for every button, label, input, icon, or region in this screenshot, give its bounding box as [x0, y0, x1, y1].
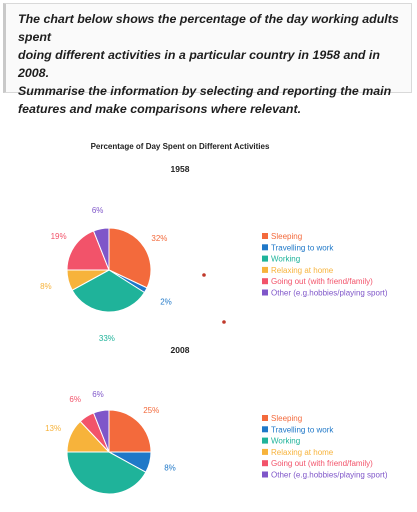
legend-swatch [262, 460, 268, 467]
year-label: 1958 [171, 164, 190, 174]
legend-item: Relaxing at home [271, 266, 334, 275]
pie-slice [92, 227, 110, 271]
slice-label: 33% [99, 334, 115, 343]
legend-item: Travelling to work [271, 243, 334, 252]
pie-slice [92, 409, 110, 453]
legend-item: Going out (with friend/family) [271, 277, 373, 286]
slice-label: 25% [143, 406, 159, 415]
legend-item: Sleeping [271, 414, 302, 423]
legend-swatch [262, 437, 268, 444]
legend-item: Going out (with friend/family) [271, 459, 373, 468]
legend-swatch [262, 289, 268, 296]
legend-swatch [262, 426, 268, 433]
prompt-line-3: Summarise the information by selecting a… [18, 84, 392, 98]
year-label: 2008 [171, 345, 190, 355]
slice-label: 19% [51, 232, 67, 241]
pie-slice [108, 409, 152, 453]
stray-dot [202, 273, 206, 277]
legend-item: Sleeping [271, 232, 302, 241]
legend-item: Other (e.g.hobbies/playing sport) [271, 471, 388, 480]
pie-slice [108, 227, 152, 289]
legend-item: Working [271, 437, 300, 446]
legend-swatch [262, 415, 268, 421]
task-prompt-text: The chart below shows the percentage of … [18, 10, 403, 118]
pie-group: 1958 32% 2% 33% 8% 19% 6% Sleeping Travelling to… [40, 164, 388, 495]
prompt-line-2: doing different activities in a particul… [18, 48, 380, 80]
slice-label: 6% [92, 390, 104, 399]
slice-label: 8% [164, 464, 176, 473]
chart-title: Percentage of Day Spent on Different Act… [91, 142, 270, 151]
legend-item: Relaxing at home [271, 448, 334, 457]
legend-item: Other (e.g.hobbies/playing sport) [271, 289, 388, 298]
legend-swatch [262, 233, 268, 239]
prompt-line-1: The chart below shows the percentage of … [18, 12, 399, 44]
slice-label: 2% [160, 297, 172, 306]
legend-swatch [262, 278, 268, 285]
slice-label: 6% [92, 206, 104, 215]
legend-item: Working [271, 255, 300, 264]
stray-dot [222, 320, 226, 324]
legend-swatch [262, 266, 268, 273]
legend-swatch [262, 244, 268, 251]
slice-label: 32% [151, 234, 167, 243]
legend-swatch [262, 448, 268, 455]
slice-label: 13% [45, 424, 61, 433]
task-prompt-box: The chart below shows the percentage of … [3, 3, 412, 116]
legend-item: Travelling to work [271, 425, 334, 434]
slice-label: 8% [40, 282, 52, 291]
prompt-line-4: features and make comparisons where rele… [18, 102, 302, 116]
pie-slice [66, 451, 147, 495]
legend-swatch [262, 255, 268, 262]
slice-label: 6% [69, 395, 81, 404]
pie-slice [66, 230, 110, 271]
legend-swatch [262, 471, 268, 478]
